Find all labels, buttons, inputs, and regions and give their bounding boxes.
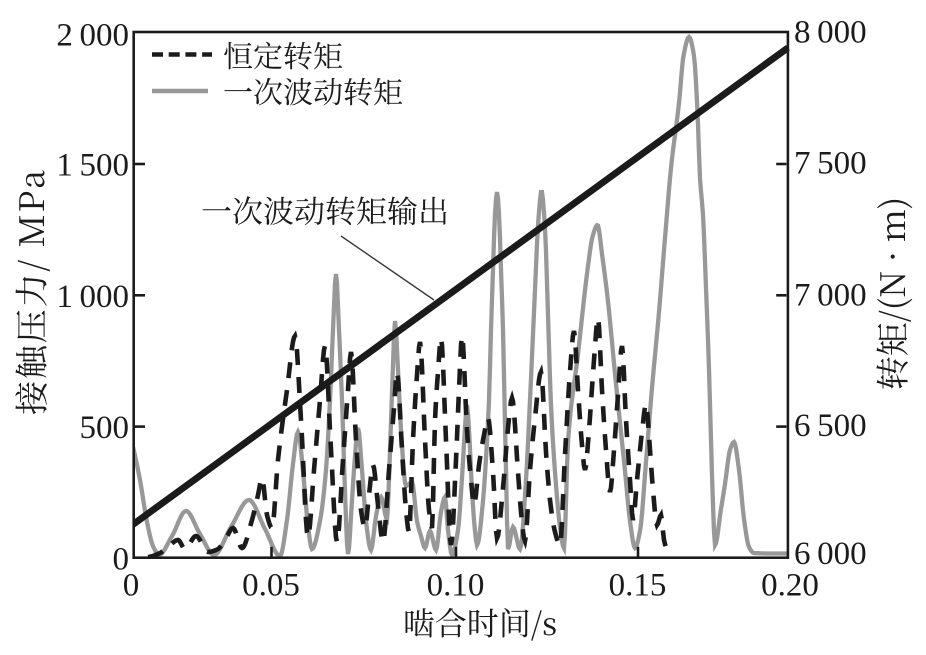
svg-text:0.15: 0.15 xyxy=(609,568,667,604)
svg-text:8 000: 8 000 xyxy=(794,15,867,51)
svg-text:0: 0 xyxy=(123,568,140,604)
svg-text:0.20: 0.20 xyxy=(761,568,819,604)
svg-text:6 500: 6 500 xyxy=(794,408,867,444)
svg-text:7 500: 7 500 xyxy=(794,146,867,182)
svg-text:500: 500 xyxy=(80,410,130,446)
svg-text:6 000: 6 000 xyxy=(794,536,867,572)
svg-text:1 500: 1 500 xyxy=(56,148,129,184)
svg-text:0.10: 0.10 xyxy=(427,568,485,604)
svg-text:0: 0 xyxy=(113,541,130,577)
svg-text:2 000: 2 000 xyxy=(56,18,129,54)
svg-text:1 000: 1 000 xyxy=(56,279,129,315)
svg-text:7 000: 7 000 xyxy=(794,278,867,314)
svg-text:0.05: 0.05 xyxy=(242,568,300,604)
